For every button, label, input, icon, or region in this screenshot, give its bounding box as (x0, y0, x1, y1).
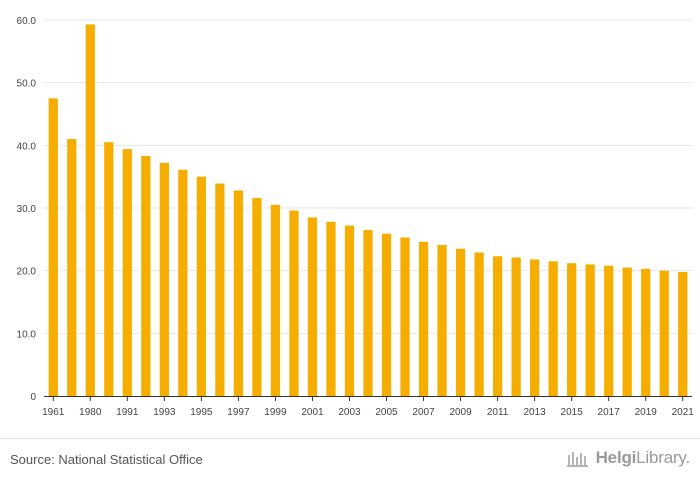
bar-2020 (659, 270, 669, 396)
x-tick-label: 2009 (449, 407, 472, 418)
bar-2014 (548, 261, 558, 396)
bar-2018 (622, 267, 632, 396)
bar-1995 (196, 176, 206, 396)
bar-1990 (104, 142, 114, 396)
bar-2016 (585, 264, 595, 396)
y-tick-label: 20.0 (17, 267, 37, 278)
bars (48, 24, 688, 397)
brand-logo[interactable]: HelgiLibrary. (566, 448, 690, 468)
bar-1996 (215, 183, 225, 396)
bar-2007 (418, 241, 429, 396)
bar-2011 (492, 256, 503, 396)
bar-2013 (530, 259, 540, 396)
y-axis-ticks: 0 10.0 20.0 30.0 40.0 50.0 60.0 (17, 16, 37, 403)
bar-1970 (67, 139, 77, 397)
gridlines (44, 19, 692, 334)
bar-1994 (178, 169, 188, 396)
brand-suffix: Library. (636, 448, 690, 467)
bar-2008 (437, 244, 447, 396)
x-tick-label: 1995 (190, 407, 213, 418)
x-tick-label: 2017 (598, 407, 621, 418)
x-tick-label: 2003 (338, 407, 361, 418)
bar-1980 (85, 24, 95, 397)
x-tick-label: 1991 (116, 407, 139, 418)
bar-2010 (474, 252, 484, 396)
bar-2019 (641, 268, 651, 396)
x-tick-label: 2013 (524, 407, 547, 418)
bar-2000 (289, 210, 299, 396)
bar-2003 (344, 225, 355, 396)
bar-2005 (381, 233, 392, 396)
bar-1961 (48, 98, 58, 396)
bar-2009 (455, 248, 466, 396)
x-tick-label: 2005 (375, 407, 398, 418)
y-tick-label: 30.0 (17, 204, 37, 215)
x-tick-label: 1980 (79, 407, 102, 418)
bar-2006 (400, 237, 410, 396)
brand-name: HelgiLibrary. (595, 448, 691, 468)
x-tick-label: 1993 (153, 407, 176, 418)
y-tick-label: 0 (30, 392, 36, 403)
x-tick-label: 2011 (487, 407, 509, 418)
bar-2002 (326, 221, 336, 396)
bar-2012 (511, 257, 521, 396)
bar-1998 (252, 197, 262, 396)
bar-2001 (307, 217, 318, 396)
source-note: Source: National Statistical Office (10, 452, 203, 467)
footer-divider (0, 438, 700, 439)
x-tick-label: 2015 (561, 407, 584, 418)
bar-1991 (122, 149, 132, 396)
y-tick-label: 60.0 (17, 16, 37, 27)
x-tick-label: 2007 (412, 407, 435, 418)
bar-1993 (159, 162, 169, 396)
brand-prefix: Helgi (595, 448, 637, 467)
bar-1997 (233, 190, 244, 396)
bar-2004 (363, 229, 373, 396)
x-tick-label: 2019 (635, 407, 658, 418)
bar-2015 (567, 263, 577, 396)
y-tick-label: 40.0 (17, 141, 37, 152)
bar-1992 (141, 155, 151, 396)
x-tick-label: 1999 (264, 407, 287, 418)
bar-chart: 0 10.0 20.0 30.0 40.0 50.0 60.0 1961 1980 1991 19… (17, 16, 695, 418)
bar-1999 (270, 204, 281, 396)
x-tick-label: 1961 (42, 407, 65, 418)
library-icon (566, 452, 588, 467)
y-tick-label: 50.0 (17, 79, 37, 90)
y-tick-label: 10.0 (17, 329, 37, 340)
x-axis-ticks: 1961 1980 1991 1993 1995 1997 1999 2001 2003 2005… (42, 396, 694, 418)
x-tick-label: 1997 (227, 407, 250, 418)
x-tick-label: 2001 (301, 407, 324, 418)
bar-2017 (604, 265, 614, 396)
x-tick-label: 2021 (672, 407, 695, 418)
bar-2021 (678, 271, 688, 396)
chart-svg: 010.020.030.040.050.060.0 1961 1980 1991 19… (17, 16, 695, 418)
